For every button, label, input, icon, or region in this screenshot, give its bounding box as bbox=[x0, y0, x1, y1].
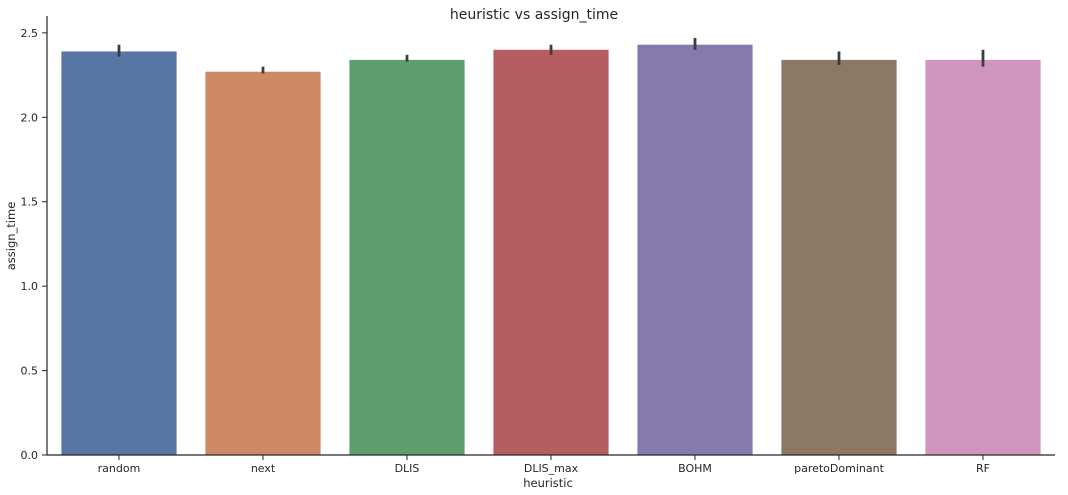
y-tick-label: 1.5 bbox=[21, 196, 39, 209]
bar-dlis bbox=[349, 59, 465, 456]
chart-title: heuristic vs assign_time bbox=[450, 7, 618, 23]
y-tick-label: 2.0 bbox=[21, 111, 39, 124]
bar-rf bbox=[925, 59, 1041, 456]
bar-dlis-max bbox=[493, 49, 609, 456]
bars-group bbox=[61, 44, 1041, 456]
x-axis-label: heuristic bbox=[523, 476, 573, 490]
x-tick-label: DLIS_max bbox=[524, 462, 579, 475]
y-tick-label: 0.5 bbox=[21, 365, 39, 378]
x-tick-label: random bbox=[98, 462, 141, 475]
y-tick-label: 1.0 bbox=[21, 280, 39, 293]
bar-paretodominant bbox=[781, 59, 897, 456]
y-tick-label: 0.0 bbox=[21, 449, 39, 462]
x-axis: random next DLIS DLIS_max BOHM paretoDominant… bbox=[47, 454, 1055, 475]
x-tick-label: RF bbox=[976, 462, 990, 475]
y-axis-label: assign_time bbox=[4, 202, 18, 271]
x-tick-label: DLIS bbox=[395, 462, 420, 475]
x-tick-label: paretoDominant bbox=[794, 462, 884, 475]
error-bars-group bbox=[117, 37, 985, 74]
x-tick-label: BOHM bbox=[678, 462, 712, 475]
bar-random bbox=[61, 51, 177, 455]
y-tick-label: 2.5 bbox=[21, 27, 39, 40]
x-tick-label: next bbox=[251, 462, 276, 475]
y-axis: 0.0 0.5 1.0 1.5 2.0 2.5 bbox=[21, 16, 48, 462]
bar-bohm bbox=[637, 44, 753, 455]
bar-next bbox=[205, 71, 321, 455]
